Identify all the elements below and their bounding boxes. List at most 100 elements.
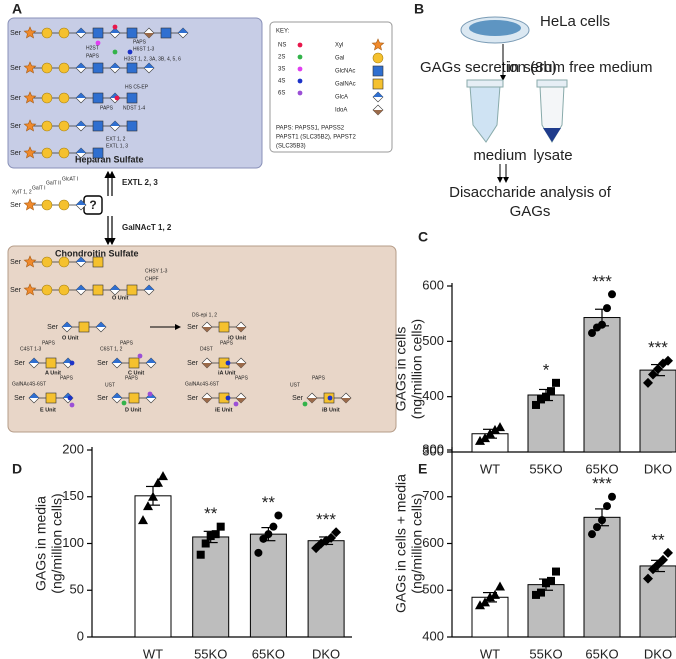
glcnac-glyph bbox=[126, 92, 138, 104]
data-point bbox=[485, 592, 495, 602]
enzyme-label: PAPS bbox=[100, 105, 114, 111]
galnac-glyph bbox=[128, 357, 140, 369]
key-note: PAPS: PAPSS1, PAPSS2 bbox=[276, 126, 345, 132]
unit-label: iE Unit bbox=[215, 407, 233, 413]
data-point bbox=[648, 369, 658, 380]
diamond-half bbox=[202, 398, 212, 403]
gal-glyph bbox=[41, 284, 53, 296]
x-tick-label: 55KO bbox=[194, 646, 227, 659]
sulfate-dot bbox=[95, 40, 101, 46]
pathway-enzyme: GalNAcT 1, 2 bbox=[122, 223, 172, 232]
data-point bbox=[196, 550, 205, 559]
data-point bbox=[480, 597, 490, 607]
data-point bbox=[532, 400, 540, 409]
sulfate-dot bbox=[69, 360, 75, 366]
diamond-half bbox=[62, 322, 72, 327]
key-sugar: IdoA bbox=[335, 108, 347, 114]
ser-label: Ser bbox=[187, 360, 199, 367]
panel-label: A bbox=[12, 1, 22, 17]
glcnac-glyph bbox=[92, 27, 104, 39]
enzyme-label: DS-epi 1, 2 bbox=[192, 312, 217, 318]
data-point bbox=[552, 567, 560, 576]
diamond-half bbox=[202, 327, 212, 332]
data-point bbox=[552, 378, 560, 387]
panel-label: E bbox=[418, 461, 427, 477]
diamond-half bbox=[373, 92, 383, 97]
data-point bbox=[143, 501, 153, 511]
sulfate-dot bbox=[225, 395, 231, 401]
sulfate-dot bbox=[69, 402, 75, 408]
data-point bbox=[158, 471, 168, 481]
glcnac-glyph bbox=[92, 120, 104, 132]
x-tick-label: DKO bbox=[644, 461, 672, 476]
data-point bbox=[643, 377, 653, 388]
enzyme-label: PAPS bbox=[235, 375, 249, 381]
xyl-glyph bbox=[23, 91, 37, 104]
y-tick-label: 700 bbox=[422, 488, 444, 503]
enzyme-label: EXTL 1, 3 bbox=[106, 143, 128, 149]
sulfate-dot bbox=[147, 391, 153, 397]
heparan-title: Heparan Sulfate bbox=[75, 154, 144, 164]
diamond-half bbox=[110, 121, 120, 126]
data-point bbox=[211, 530, 220, 539]
data-point bbox=[643, 573, 653, 584]
sulfate-dot bbox=[114, 95, 120, 101]
galnac-glyph bbox=[126, 284, 138, 296]
data-point bbox=[475, 435, 485, 445]
cells bbox=[469, 20, 521, 36]
ser-label: Ser bbox=[10, 150, 22, 157]
data-point bbox=[608, 290, 616, 299]
significance: ** bbox=[262, 493, 276, 512]
glcnac-glyph bbox=[126, 27, 138, 39]
data-point bbox=[588, 329, 596, 338]
condition-label: in serum free medium bbox=[507, 59, 652, 76]
enzyme-label: H3ST 1, 2, 3A, 3B, 4, 5, 6 bbox=[124, 56, 181, 62]
xyl-glyph bbox=[23, 146, 37, 159]
ser-label: Ser bbox=[97, 360, 109, 367]
pathway-enzyme: EXTL 2, 3 bbox=[122, 178, 158, 187]
significance: *** bbox=[592, 272, 612, 291]
y-axis-label: (ng/million cells) bbox=[409, 493, 425, 593]
data-point bbox=[542, 579, 550, 588]
enzyme-label: UST bbox=[290, 382, 300, 388]
unit-label: iO Unit bbox=[228, 335, 246, 341]
glcnac-glyph bbox=[160, 27, 172, 39]
enzyme-label: C6ST 1, 2 bbox=[100, 346, 123, 352]
xyl-glyph bbox=[23, 119, 37, 132]
data-point bbox=[201, 539, 210, 548]
significance: *** bbox=[316, 510, 336, 529]
diamond-half bbox=[236, 363, 246, 368]
diamond-half bbox=[144, 285, 154, 290]
ser-label: Ser bbox=[187, 395, 199, 402]
diamond-half bbox=[110, 63, 120, 68]
enzyme-label: PAPS bbox=[42, 340, 56, 346]
gal-glyph bbox=[58, 147, 70, 159]
xyl-glyph bbox=[23, 198, 37, 211]
significance: ** bbox=[651, 530, 665, 549]
enzyme-label: CHSY 1-3 bbox=[145, 268, 168, 274]
diamond-half bbox=[202, 363, 212, 368]
x-tick-label: 55KO bbox=[529, 461, 562, 476]
key-box bbox=[269, 21, 393, 153]
diamond-half bbox=[76, 148, 86, 153]
step-label: GAGs secretion (8h) bbox=[420, 59, 557, 76]
data-point bbox=[269, 522, 278, 531]
enzyme-label: UST bbox=[105, 382, 115, 388]
diamond-half bbox=[112, 358, 122, 363]
xyl-glyph bbox=[23, 283, 37, 296]
sulfate-dot bbox=[121, 400, 127, 406]
sulfate-dot bbox=[137, 353, 143, 359]
enzyme-label: H2ST bbox=[86, 45, 99, 51]
x-tick-label: WT bbox=[480, 646, 500, 659]
data-point bbox=[603, 304, 611, 313]
ser-label: Ser bbox=[10, 95, 22, 102]
key-sugar: GalNAc bbox=[335, 82, 356, 88]
data-point bbox=[206, 532, 215, 541]
diamond-half bbox=[76, 257, 86, 262]
diamond-half bbox=[76, 28, 86, 33]
chondroitin-box bbox=[7, 245, 397, 433]
y-tick-label: 400 bbox=[422, 388, 444, 403]
ser-label: Ser bbox=[10, 202, 22, 209]
diamond-half bbox=[76, 93, 86, 98]
